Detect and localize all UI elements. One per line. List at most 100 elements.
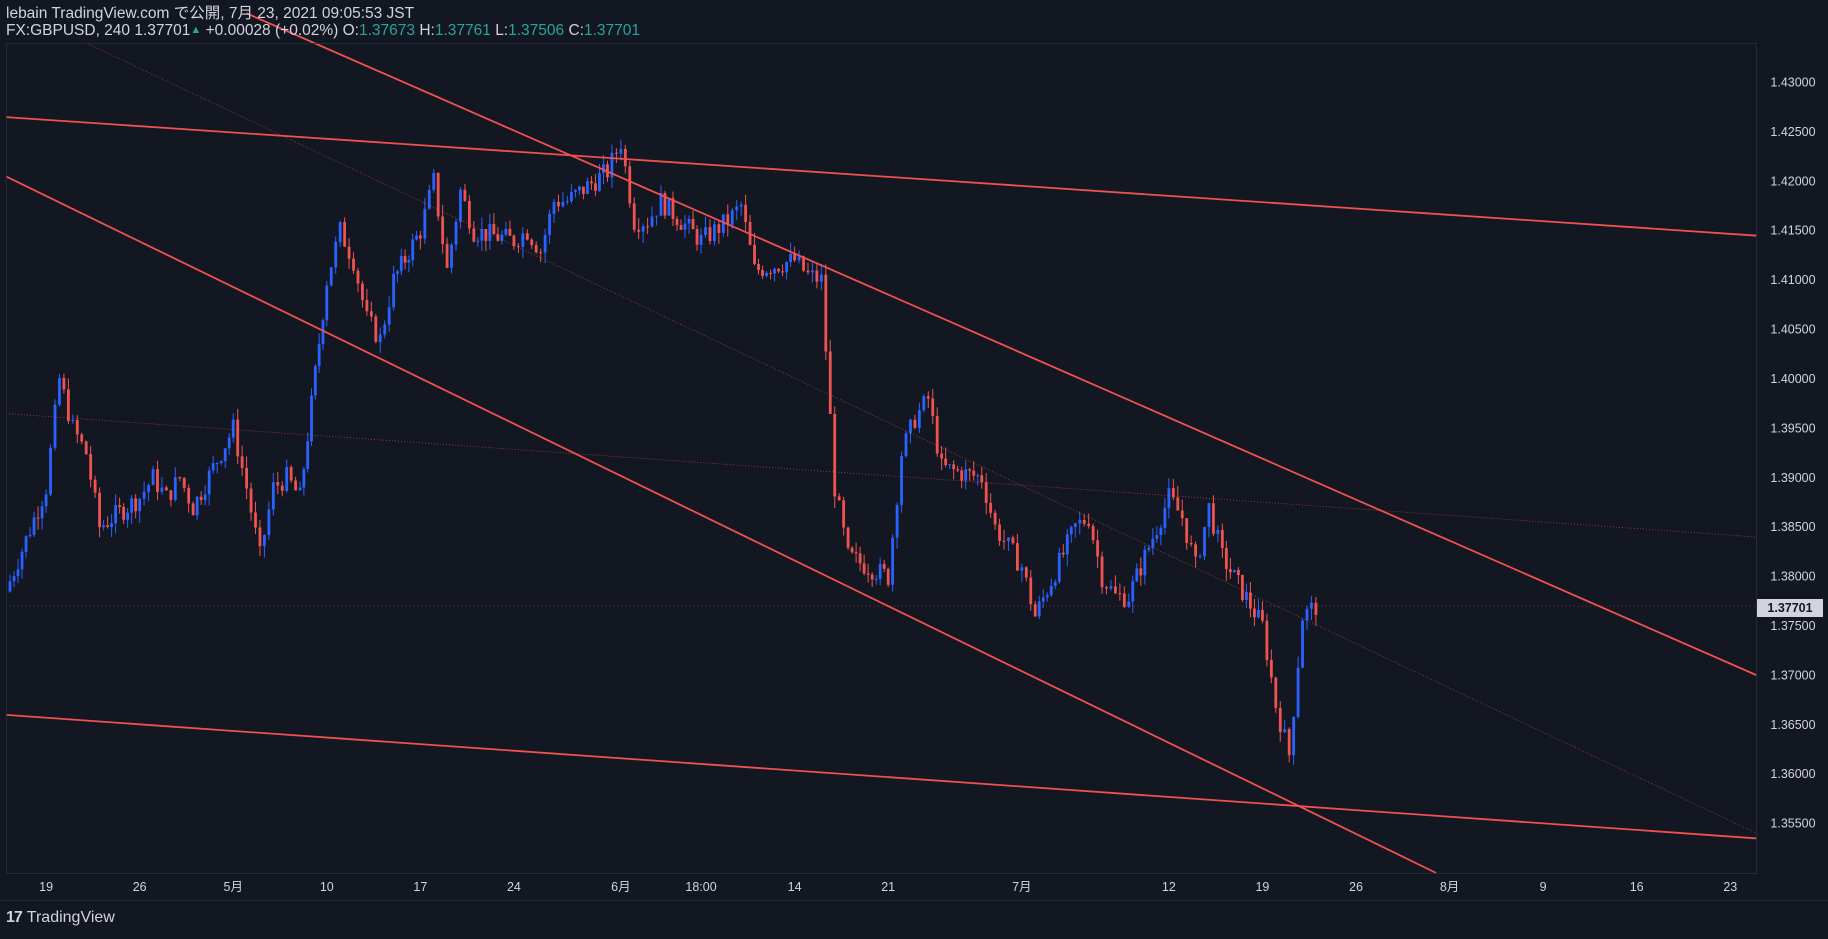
candle-down: [356, 270, 360, 284]
trendline-dotted-mid-2[interactable]: [86, 42, 1758, 834]
symbol-label[interactable]: FX:GBPUSD, 240: [6, 22, 131, 39]
trendlines-layer[interactable]: [5, 12, 1758, 874]
candle-down: [484, 229, 488, 241]
candle-up: [1041, 597, 1045, 602]
candle-down: [134, 498, 138, 512]
candle-down: [1122, 593, 1126, 607]
trendline-upper-parallel[interactable]: [5, 116, 1758, 237]
candle-down: [1269, 660, 1273, 678]
open-label: O:: [342, 22, 359, 39]
trendline-lower-parallel[interactable]: [5, 714, 1758, 840]
candle-up: [785, 262, 788, 273]
candle-down: [463, 189, 467, 201]
candle-up: [267, 509, 271, 536]
candle-down: [467, 200, 471, 229]
candle-down: [66, 389, 70, 422]
candle-up: [1296, 667, 1300, 717]
trendline-channel-bottom[interactable]: [5, 175, 1437, 874]
change-value: +0.00028 (+0.02%): [205, 22, 339, 39]
candle-down: [944, 458, 948, 466]
candle-down: [695, 229, 699, 245]
footer-divider: [0, 900, 1828, 901]
candle-up: [415, 235, 418, 240]
candle-down: [960, 470, 964, 481]
candle-up: [895, 505, 899, 538]
candle-down: [472, 228, 476, 242]
candle-down: [952, 464, 956, 470]
tradingview-logo[interactable]: 17 TradingView: [6, 909, 115, 927]
close-value: 1.37701: [583, 22, 640, 39]
candle-up: [655, 215, 658, 217]
candle-down: [118, 505, 122, 507]
candle-up: [1216, 529, 1220, 534]
candle-up: [1053, 581, 1057, 586]
candle-down: [164, 487, 168, 491]
candle-up: [1069, 527, 1073, 535]
candle-down: [199, 496, 203, 501]
candle-down: [726, 214, 730, 225]
y-tick-label: 1.36500: [1770, 718, 1815, 732]
candle-down: [1249, 592, 1252, 609]
candle-down: [708, 227, 712, 242]
candle-down: [347, 246, 351, 259]
candle-down: [1114, 586, 1117, 594]
ohlc-legend: FX:GBPUSD, 240 1.37701▲ +0.00028 (+0.02%…: [6, 22, 640, 39]
y-tick-label: 1.41000: [1770, 273, 1815, 287]
price-axis[interactable]: 1.43000 1.42500 1.42000 1.41500 1.41000 1.405…: [1770, 76, 1815, 831]
x-tick-label: 23: [1723, 880, 1737, 894]
candle-down: [84, 441, 88, 455]
candle-down: [539, 252, 543, 254]
candle-up: [900, 456, 903, 506]
candle-down: [828, 351, 832, 415]
chart-header: lebain TradingView.com で公開, 7月 23, 2021 …: [6, 5, 640, 39]
candle-down: [858, 553, 862, 564]
candle-up: [1207, 503, 1211, 527]
y-tick-label: 1.40500: [1770, 323, 1815, 337]
x-tick-label: 17: [413, 880, 427, 894]
high-label: H:: [419, 22, 435, 39]
candle-up: [1073, 523, 1077, 528]
candle-up: [1151, 538, 1155, 548]
candle-up: [387, 307, 391, 325]
candle-down: [525, 233, 529, 240]
candle-up: [211, 463, 215, 471]
candle-up: [1135, 568, 1139, 582]
candle-down: [614, 152, 618, 154]
candle-up: [313, 366, 317, 396]
candle-down: [998, 524, 1001, 541]
y-tick-label: 1.43000: [1770, 76, 1815, 90]
candle-up: [338, 222, 342, 242]
candle-up: [432, 172, 436, 190]
candle-up: [610, 152, 614, 178]
candle-down: [837, 496, 841, 501]
candle-up: [1245, 592, 1248, 600]
candle-down: [280, 485, 284, 491]
x-tick-label: 7月: [1012, 880, 1031, 894]
time-axis[interactable]: 19 26 5月 10 17 24 6月 18:00 14 21 7月 12 19 26 8月 9 16 23: [39, 880, 1737, 894]
candle-down: [744, 204, 748, 223]
candle-up: [687, 218, 691, 224]
top-border: [6, 43, 1757, 44]
candle-down: [512, 235, 516, 247]
candle-up: [1049, 585, 1053, 596]
candle-up: [215, 463, 219, 465]
candle-down: [445, 243, 449, 268]
candle-down: [374, 316, 378, 342]
candle-up: [922, 396, 926, 411]
candle-up: [411, 239, 415, 261]
trendline-channel-top[interactable]: [246, 12, 1758, 677]
candle-up: [102, 525, 105, 528]
candle-down: [369, 311, 373, 317]
x-tick-label: 26: [1349, 880, 1363, 894]
x-tick-label: 19: [39, 880, 53, 894]
candle-up: [1283, 729, 1287, 733]
candle-down: [671, 198, 675, 219]
candle-down: [1185, 518, 1189, 544]
candle-down: [1287, 729, 1291, 756]
candle-up: [543, 234, 547, 253]
candle-down: [1024, 567, 1028, 578]
candle-down: [187, 487, 191, 504]
candle-up: [325, 285, 329, 321]
left-border: [6, 43, 7, 874]
